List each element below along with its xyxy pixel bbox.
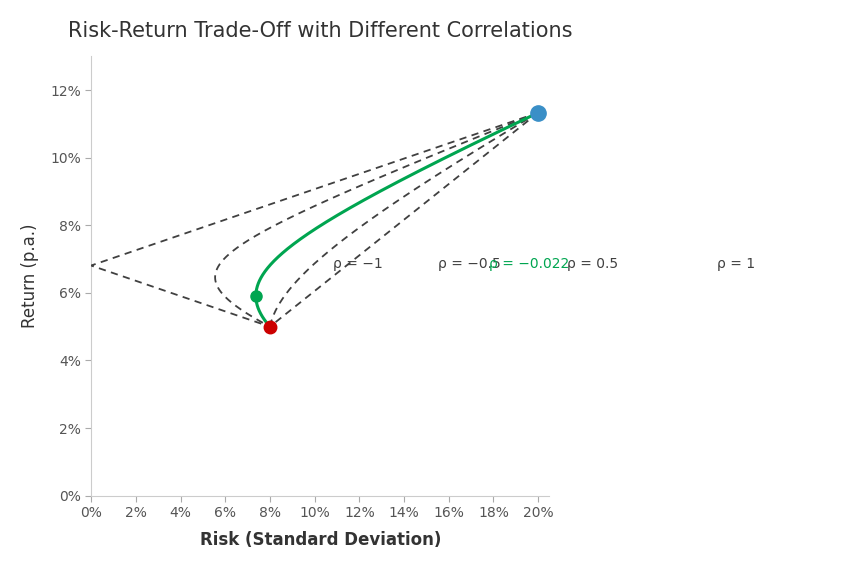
Text: ρ = 0.5: ρ = 0.5 xyxy=(567,257,618,271)
Text: ρ = 1: ρ = 1 xyxy=(717,257,755,271)
Text: ρ = −0.022: ρ = −0.022 xyxy=(489,257,569,271)
Text: ρ = −1: ρ = −1 xyxy=(333,257,382,271)
Text: ρ = −0.5: ρ = −0.5 xyxy=(437,257,500,271)
X-axis label: Risk (Standard Deviation): Risk (Standard Deviation) xyxy=(200,531,441,549)
Y-axis label: Return (p.a.): Return (p.a.) xyxy=(21,223,39,328)
Title: Risk-Return Trade-Off with Different Correlations: Risk-Return Trade-Off with Different Cor… xyxy=(68,21,572,41)
